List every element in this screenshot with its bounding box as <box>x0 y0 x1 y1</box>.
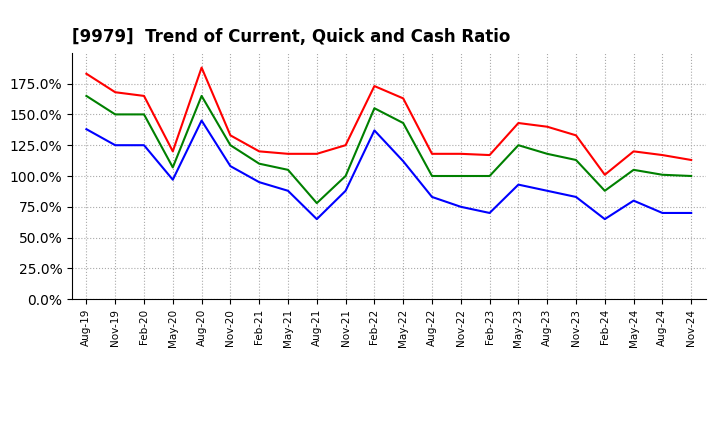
Cash Ratio <box>284 188 292 194</box>
Cash Ratio <box>600 216 609 222</box>
Cash Ratio <box>140 143 148 148</box>
Cash Ratio <box>255 180 264 185</box>
Quick Ratio <box>140 112 148 117</box>
Current Ratio <box>399 96 408 101</box>
Quick Ratio <box>600 188 609 194</box>
Current Ratio <box>140 93 148 99</box>
Line: Cash Ratio: Cash Ratio <box>86 121 691 219</box>
Current Ratio <box>629 149 638 154</box>
Current Ratio <box>370 84 379 89</box>
Quick Ratio <box>197 93 206 99</box>
Current Ratio <box>600 172 609 177</box>
Cash Ratio <box>456 204 465 209</box>
Quick Ratio <box>399 121 408 126</box>
Cash Ratio <box>312 216 321 222</box>
Cash Ratio <box>572 194 580 200</box>
Current Ratio <box>543 124 552 129</box>
Cash Ratio <box>82 127 91 132</box>
Quick Ratio <box>485 173 494 179</box>
Cash Ratio <box>629 198 638 203</box>
Cash Ratio <box>658 210 667 216</box>
Current Ratio <box>572 133 580 138</box>
Line: Current Ratio: Current Ratio <box>86 68 691 175</box>
Quick Ratio <box>658 172 667 177</box>
Cash Ratio <box>168 177 177 182</box>
Current Ratio <box>514 121 523 126</box>
Quick Ratio <box>572 158 580 163</box>
Cash Ratio <box>399 158 408 164</box>
Current Ratio <box>658 152 667 158</box>
Quick Ratio <box>543 151 552 157</box>
Quick Ratio <box>168 165 177 170</box>
Current Ratio <box>168 149 177 154</box>
Quick Ratio <box>629 167 638 172</box>
Cash Ratio <box>341 188 350 194</box>
Current Ratio <box>312 151 321 157</box>
Quick Ratio <box>82 93 91 99</box>
Quick Ratio <box>255 161 264 166</box>
Current Ratio <box>341 143 350 148</box>
Current Ratio <box>255 149 264 154</box>
Line: Quick Ratio: Quick Ratio <box>86 96 691 203</box>
Quick Ratio <box>514 143 523 148</box>
Quick Ratio <box>341 173 350 179</box>
Text: [9979]  Trend of Current, Quick and Cash Ratio: [9979] Trend of Current, Quick and Cash … <box>72 28 510 46</box>
Quick Ratio <box>226 143 235 148</box>
Cash Ratio <box>111 143 120 148</box>
Current Ratio <box>226 133 235 138</box>
Current Ratio <box>82 71 91 77</box>
Current Ratio <box>111 90 120 95</box>
Cash Ratio <box>226 164 235 169</box>
Quick Ratio <box>312 201 321 206</box>
Quick Ratio <box>456 173 465 179</box>
Cash Ratio <box>514 182 523 187</box>
Current Ratio <box>197 65 206 70</box>
Quick Ratio <box>111 112 120 117</box>
Cash Ratio <box>370 128 379 133</box>
Cash Ratio <box>543 188 552 194</box>
Current Ratio <box>456 151 465 157</box>
Cash Ratio <box>687 210 696 216</box>
Current Ratio <box>428 151 436 157</box>
Cash Ratio <box>197 118 206 123</box>
Current Ratio <box>284 151 292 157</box>
Quick Ratio <box>284 167 292 172</box>
Cash Ratio <box>428 194 436 200</box>
Cash Ratio <box>485 210 494 216</box>
Quick Ratio <box>428 173 436 179</box>
Quick Ratio <box>370 106 379 111</box>
Current Ratio <box>485 152 494 158</box>
Quick Ratio <box>687 173 696 179</box>
Current Ratio <box>687 158 696 163</box>
